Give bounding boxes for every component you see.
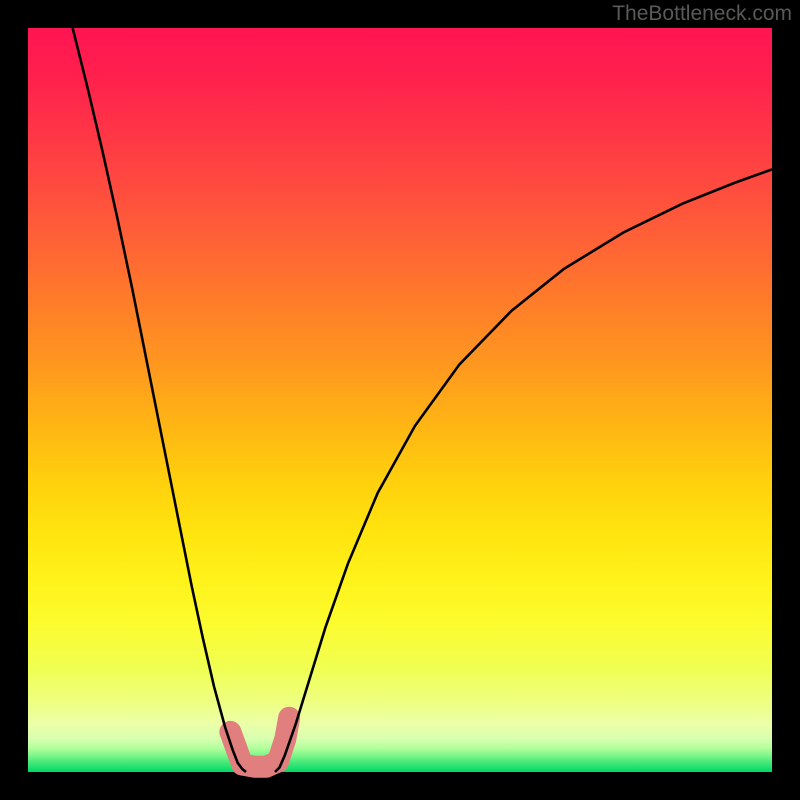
chart-container: TheBottleneck.com [0,0,800,800]
plot-background [28,28,772,772]
bottleneck-chart-svg [0,0,800,800]
watermark-text: TheBottleneck.com [612,2,792,26]
